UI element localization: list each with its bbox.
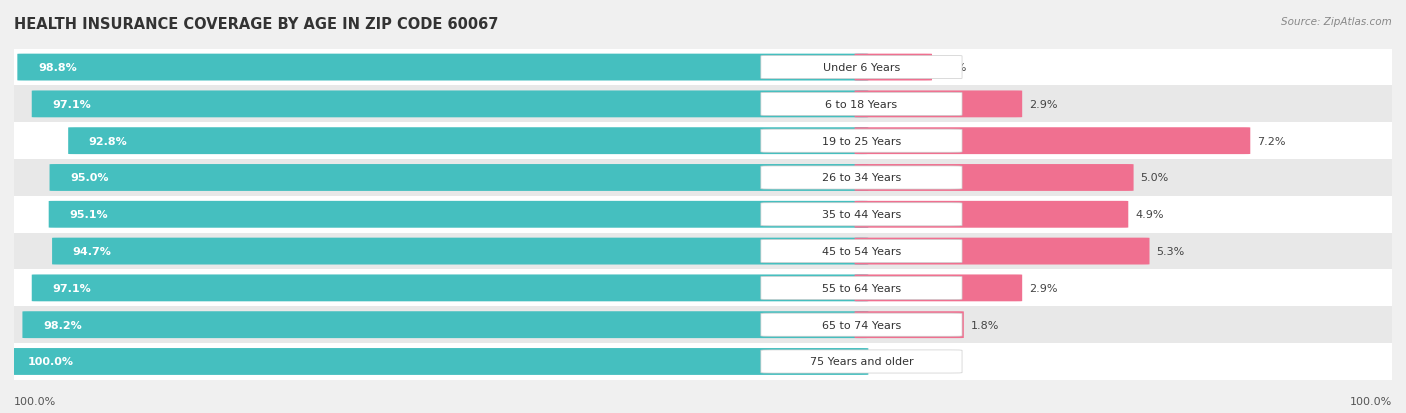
FancyBboxPatch shape [49, 202, 869, 228]
Text: 5.3%: 5.3% [1156, 247, 1185, 256]
FancyBboxPatch shape [855, 128, 1250, 155]
Text: 6 to 18 Years: 6 to 18 Years [825, 100, 897, 109]
Text: 0.0%: 0.0% [875, 356, 904, 367]
Text: 35 to 44 Years: 35 to 44 Years [823, 210, 901, 220]
Text: 1.2%: 1.2% [939, 63, 967, 73]
Bar [14, 123, 1392, 160]
FancyBboxPatch shape [22, 311, 869, 338]
FancyBboxPatch shape [855, 165, 1133, 192]
FancyBboxPatch shape [855, 238, 1150, 265]
Text: 75 Years and older: 75 Years and older [810, 356, 914, 367]
Text: 100.0%: 100.0% [28, 356, 75, 367]
Bar [14, 160, 1392, 197]
FancyBboxPatch shape [49, 165, 869, 192]
Text: 97.1%: 97.1% [52, 100, 91, 109]
FancyBboxPatch shape [855, 311, 965, 338]
Text: 55 to 64 Years: 55 to 64 Years [823, 283, 901, 293]
FancyBboxPatch shape [761, 313, 962, 337]
Text: 65 to 74 Years: 65 to 74 Years [823, 320, 901, 330]
FancyBboxPatch shape [855, 55, 932, 81]
FancyBboxPatch shape [17, 55, 869, 81]
FancyBboxPatch shape [761, 203, 962, 226]
FancyBboxPatch shape [855, 202, 1128, 228]
Text: 2.9%: 2.9% [1029, 283, 1057, 293]
FancyBboxPatch shape [52, 238, 869, 265]
Bar [14, 50, 1392, 86]
Text: 7.2%: 7.2% [1257, 136, 1285, 146]
Text: 92.8%: 92.8% [89, 136, 128, 146]
Bar [14, 343, 1392, 380]
Text: 100.0%: 100.0% [14, 396, 56, 406]
FancyBboxPatch shape [761, 57, 962, 79]
Text: 98.8%: 98.8% [38, 63, 77, 73]
FancyBboxPatch shape [32, 275, 869, 301]
FancyBboxPatch shape [855, 275, 1022, 301]
FancyBboxPatch shape [761, 350, 962, 373]
Text: Source: ZipAtlas.com: Source: ZipAtlas.com [1281, 17, 1392, 26]
Text: 100.0%: 100.0% [1350, 396, 1392, 406]
FancyBboxPatch shape [67, 128, 869, 155]
Text: 4.9%: 4.9% [1135, 210, 1164, 220]
Bar [14, 197, 1392, 233]
Text: 95.0%: 95.0% [70, 173, 108, 183]
Text: 95.1%: 95.1% [69, 210, 108, 220]
Text: 45 to 54 Years: 45 to 54 Years [823, 247, 901, 256]
FancyBboxPatch shape [761, 277, 962, 300]
FancyBboxPatch shape [855, 91, 1022, 118]
Text: 98.2%: 98.2% [44, 320, 82, 330]
Text: 94.7%: 94.7% [73, 247, 111, 256]
FancyBboxPatch shape [761, 93, 962, 116]
Text: 26 to 34 Years: 26 to 34 Years [823, 173, 901, 183]
FancyBboxPatch shape [7, 348, 869, 375]
Text: Under 6 Years: Under 6 Years [823, 63, 900, 73]
Text: HEALTH INSURANCE COVERAGE BY AGE IN ZIP CODE 60067: HEALTH INSURANCE COVERAGE BY AGE IN ZIP … [14, 17, 499, 31]
Bar [14, 233, 1392, 270]
FancyBboxPatch shape [761, 130, 962, 153]
Text: 97.1%: 97.1% [52, 283, 91, 293]
Bar [14, 270, 1392, 306]
FancyBboxPatch shape [32, 91, 869, 118]
Bar [14, 86, 1392, 123]
Text: 1.8%: 1.8% [970, 320, 1000, 330]
Text: 2.9%: 2.9% [1029, 100, 1057, 109]
FancyBboxPatch shape [761, 166, 962, 190]
Bar [14, 306, 1392, 343]
FancyBboxPatch shape [761, 240, 962, 263]
Text: 19 to 25 Years: 19 to 25 Years [823, 136, 901, 146]
Text: 5.0%: 5.0% [1140, 173, 1168, 183]
